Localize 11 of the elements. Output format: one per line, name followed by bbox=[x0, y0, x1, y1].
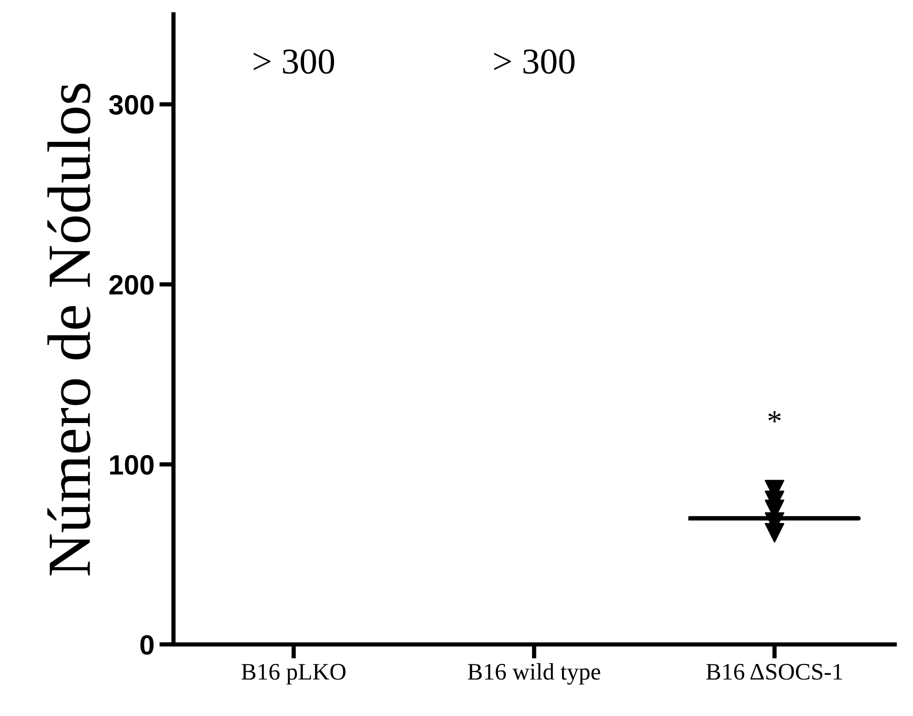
annotation: * bbox=[768, 411, 781, 422]
x-tick-label: B16 pLKO bbox=[242, 664, 346, 685]
annotation: > 300 bbox=[494, 49, 575, 74]
y-tick-label: 200 bbox=[109, 275, 154, 295]
y-tick-label: 0 bbox=[140, 635, 154, 655]
annotation: > 300 bbox=[254, 49, 334, 74]
y-tick-label: 300 bbox=[109, 95, 154, 115]
x-tick-label: B16 ΔSOCS-1 bbox=[706, 664, 842, 680]
y-tick-label: 100 bbox=[110, 455, 154, 475]
x-tick-label: B16 wild type bbox=[468, 663, 600, 685]
y-axis-title: Número de Nódulos bbox=[47, 84, 90, 576]
